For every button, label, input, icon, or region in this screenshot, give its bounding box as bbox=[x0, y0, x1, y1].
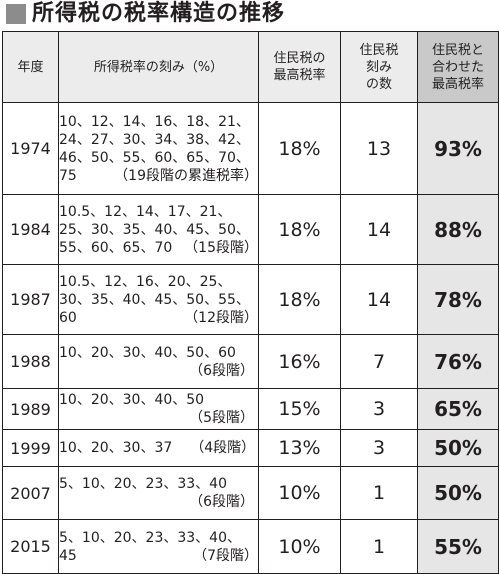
year-cell: 1974 bbox=[2, 102, 59, 195]
bracket-count-cell: 13 bbox=[340, 102, 418, 195]
rate-line: 24、27、30、34、38、42、 bbox=[59, 131, 250, 148]
year-cell: 1988 bbox=[2, 334, 59, 389]
page-title: 所得税の税率構造の推移 bbox=[32, 1, 286, 26]
rate-line: 25、30、35、40、45、50、 bbox=[59, 221, 250, 238]
income-tax-rates-cell: 10.5、12、14、17、21、 25、30、35、40、45、50、 55、60… bbox=[58, 194, 259, 265]
year-cell: 2007 bbox=[2, 466, 59, 520]
step-count-label: （4段階） bbox=[190, 440, 256, 456]
resident-top-rate-cell: 18% bbox=[258, 102, 341, 195]
table-row: 1987 10.5、12、16、20、25、 30、35、40、45、50、55、 6… bbox=[2, 264, 499, 335]
rate-line: 30、35、40、45、50、55、 bbox=[59, 291, 250, 308]
combined-top-rate-cell: 50% bbox=[417, 429, 499, 467]
rate-line: 10、20、30、40、50 bbox=[59, 392, 205, 408]
rate-line: 46、50、55、60、65、70、 bbox=[59, 149, 250, 166]
bracket-count-cell: 14 bbox=[340, 264, 418, 335]
bracket-count-cell: 7 bbox=[340, 334, 418, 389]
table-row: 1988 10、20、30、40、50、60 （6段階） 16% 7 76% bbox=[2, 334, 499, 389]
resident-top-rate-cell: 10% bbox=[258, 466, 341, 520]
rate-line: 60 （12段階） bbox=[59, 309, 258, 327]
year-cell: 1999 bbox=[2, 429, 59, 467]
combined-top-rate-cell: 50% bbox=[417, 466, 499, 520]
resident-top-rate-cell: 13% bbox=[258, 429, 341, 467]
step-count-label: （12段階） bbox=[184, 309, 258, 326]
rate-line-text: 60 bbox=[59, 309, 77, 326]
rate-line: 5、10、20、23、33、40、 bbox=[59, 529, 241, 546]
table-row: 1989 10、20、30、40、50 （5段階） 15% 3 65% bbox=[2, 388, 499, 430]
rate-line: 10.5、12、16、20、25、 bbox=[59, 273, 232, 290]
table-row: 1999 10、20、30、37 （4段階） 13% 3 50% bbox=[2, 429, 499, 467]
title-square-icon bbox=[6, 4, 26, 24]
rate-line: 10、20、30、40、50、60 bbox=[59, 344, 236, 361]
resident-top-rate-cell: 10% bbox=[258, 519, 341, 574]
year-cell: 1984 bbox=[2, 194, 59, 265]
table-row: 1974 10、12、14、16、18、21、 24、27、30、34、38、42、… bbox=[2, 102, 499, 195]
table-row: 1984 10.5、12、14、17、21、 25、30、35、40、45、50、 5… bbox=[2, 194, 499, 265]
rate-line: 10.5、12、14、17、21、 bbox=[59, 203, 232, 220]
step-count-label: （6段階） bbox=[189, 494, 254, 510]
combined-top-rate-cell: 76% bbox=[417, 334, 499, 389]
year-cell: 1989 bbox=[2, 388, 59, 430]
header-bracket-count: 住民税 刻み の数 bbox=[340, 31, 418, 103]
income-tax-rates-cell: 10、20、30、40、50 （5段階） bbox=[58, 388, 259, 430]
income-tax-rates-cell: 5、10、20、23、33、40、 45 （7段階） bbox=[58, 519, 259, 574]
step-count-label: （6段階） bbox=[189, 362, 254, 379]
rate-line: 5、10、20、23、33、40 bbox=[59, 476, 227, 492]
combined-top-rate-cell: 93% bbox=[417, 102, 499, 195]
resident-top-rate-cell: 18% bbox=[258, 264, 341, 335]
year-cell: 1987 bbox=[2, 264, 59, 335]
tax-rate-table: 年度 所得税率の刻み（%） 住民税の 最高税率 住民税 刻み の数 住民税と 合… bbox=[2, 31, 499, 574]
combined-top-rate-cell: 78% bbox=[417, 264, 499, 335]
combined-top-rate-cell: 88% bbox=[417, 194, 499, 265]
step-count-label: （15段階） bbox=[184, 239, 258, 256]
table-row: 2015 5、10、20、23、33、40、 45 （7段階） 10% 1 55% bbox=[2, 519, 499, 574]
rate-line-text: 45 bbox=[59, 547, 77, 564]
bracket-count-cell: 1 bbox=[340, 519, 418, 574]
header-combined-top-rate: 住民税と 合わせた 最高税率 bbox=[417, 31, 499, 103]
income-tax-rates-cell: 5、10、20、23、33、40 （6段階） bbox=[58, 466, 259, 520]
table-row: 2007 5、10、20、23、33、40 （6段階） 10% 1 50% bbox=[2, 466, 499, 520]
rate-line-text: 10、20、30、37 bbox=[59, 440, 173, 456]
step-count-label: （19段階の累進税率） bbox=[114, 167, 258, 184]
header-year: 年度 bbox=[2, 31, 59, 103]
rate-line: 75 （19段階の累進税率） bbox=[59, 167, 258, 185]
combined-top-rate-cell: 55% bbox=[417, 519, 499, 574]
rate-line: 10、12、14、16、18、21、 bbox=[59, 113, 250, 130]
bracket-count-cell: 14 bbox=[340, 194, 418, 265]
rate-line: 45 （7段階） bbox=[59, 547, 258, 565]
combined-top-rate-cell: 65% bbox=[417, 388, 499, 430]
rate-line-text: 75 bbox=[59, 167, 77, 184]
table-header-row: 年度 所得税率の刻み（%） 住民税の 最高税率 住民税 刻み の数 住民税と 合… bbox=[2, 31, 499, 103]
title-bar: 所得税の税率構造の推移 bbox=[0, 0, 500, 30]
step-count-label: （7段階） bbox=[193, 547, 258, 564]
resident-top-rate-cell: 18% bbox=[258, 194, 341, 265]
bracket-count-cell: 3 bbox=[340, 429, 418, 467]
income-tax-rates-cell: 10、12、14、16、18、21、 24、27、30、34、38、42、 46、5… bbox=[58, 102, 259, 195]
resident-top-rate-cell: 15% bbox=[258, 388, 341, 430]
resident-top-rate-cell: 16% bbox=[258, 334, 341, 389]
bracket-count-cell: 1 bbox=[340, 466, 418, 520]
header-rates: 所得税率の刻み（%） bbox=[58, 31, 259, 103]
year-cell: 2015 bbox=[2, 519, 59, 574]
income-tax-rates-cell: 10、20、30、37 （4段階） bbox=[58, 429, 259, 467]
rate-line-text: 55、60、65、70 bbox=[59, 239, 173, 256]
bracket-count-cell: 3 bbox=[340, 388, 418, 430]
rate-line: 55、60、65、70 （15段階） bbox=[59, 239, 258, 257]
income-tax-rates-cell: 10、20、30、40、50、60 （6段階） bbox=[58, 334, 259, 389]
income-tax-rates-cell: 10.5、12、16、20、25、 30、35、40、45、50、55、 60 （12… bbox=[58, 264, 259, 335]
step-count-label: （5段階） bbox=[189, 410, 254, 426]
rate-line: 10、20、30、37 （4段階） bbox=[59, 439, 258, 457]
header-resident-top-rate: 住民税の 最高税率 bbox=[258, 31, 341, 103]
